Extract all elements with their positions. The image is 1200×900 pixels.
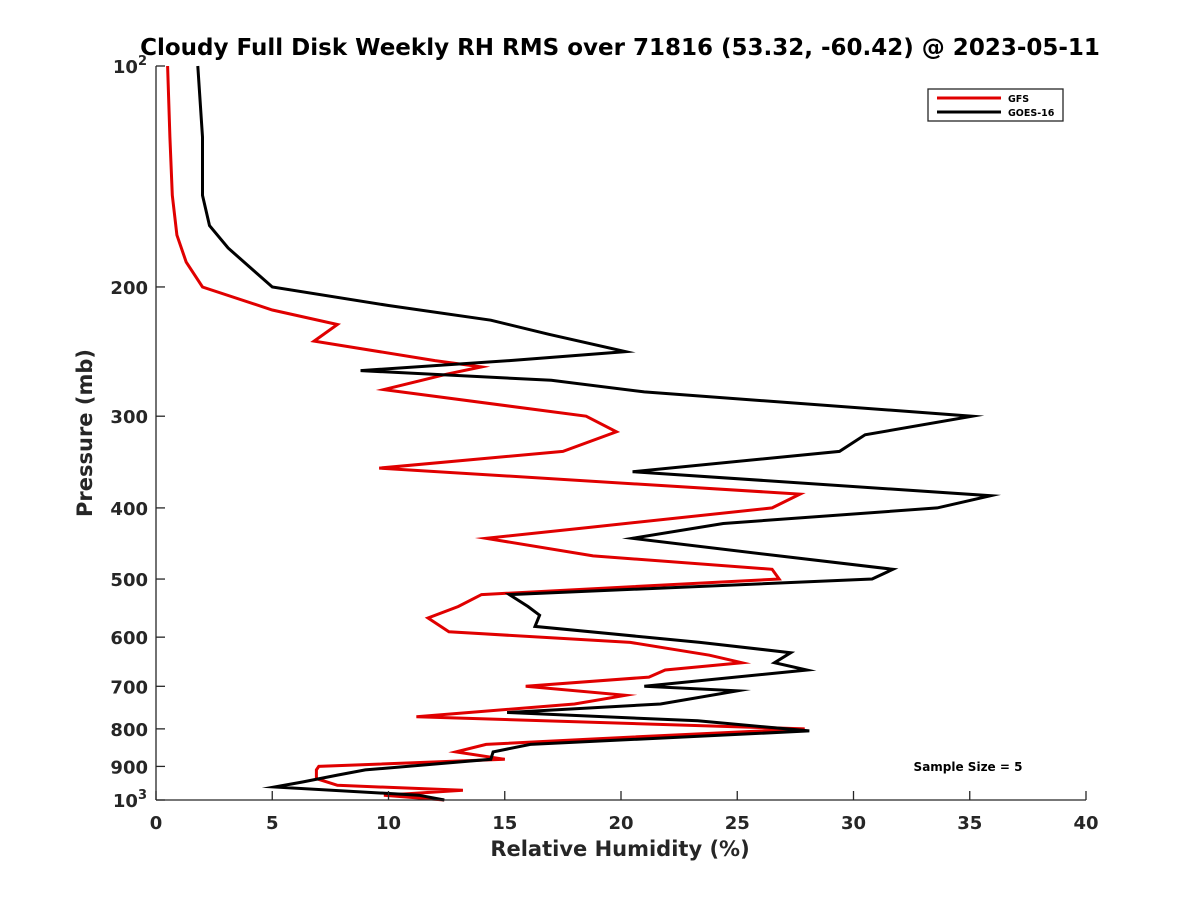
- series-layer: [166, 65, 1002, 802]
- x-tick-label: 20: [608, 813, 633, 834]
- x-tick-label: 30: [841, 813, 866, 834]
- y-tick-label: 102: [113, 54, 147, 78]
- legend-label-goes-16: GOES-16: [1008, 108, 1055, 119]
- y-axis-label: Pressure (mb): [73, 349, 97, 517]
- series-line-goes-16: [196, 65, 1002, 802]
- axes-layer: 0 5 10 15 20 25 30 35 40102200300400500600700800…: [110, 54, 1098, 834]
- y-tick-label: 200: [110, 278, 148, 299]
- x-tick-label: 5: [266, 813, 279, 834]
- y-tick-label: 600: [110, 628, 148, 649]
- x-tick-label: 35: [957, 813, 982, 834]
- x-tick-label: 25: [725, 813, 750, 834]
- chart-title: Cloudy Full Disk Weekly RH RMS over 7181…: [140, 35, 1100, 61]
- legend-label-gfs: GFS: [1008, 94, 1029, 105]
- y-tick-base: 10: [113, 791, 138, 812]
- y-tick-label: 800: [110, 720, 148, 741]
- y-tick-base: 10: [113, 57, 138, 78]
- series-line-gfs: [166, 65, 806, 802]
- y-tick-label: 300: [110, 407, 148, 428]
- x-axis-label: Relative Humidity (%): [490, 837, 749, 861]
- y-tick-label: 700: [110, 677, 148, 698]
- x-tick-label: 0: [150, 813, 163, 834]
- sample-size-annotation: Sample Size = 5: [914, 760, 1023, 774]
- legend-box: [927, 88, 1064, 122]
- x-tick-label: 40: [1073, 813, 1098, 834]
- y-tick-label: 103: [113, 788, 147, 812]
- y-tick-exponent: 3: [138, 788, 147, 803]
- x-tick-label: 15: [492, 813, 517, 834]
- y-tick-label: 900: [110, 757, 148, 778]
- y-tick-exponent: 2: [138, 54, 147, 69]
- y-tick-label: 400: [110, 499, 148, 520]
- x-tick-label: 10: [376, 813, 401, 834]
- legend: GFS GOES-16: [927, 88, 1064, 122]
- y-tick-label: 500: [110, 570, 148, 591]
